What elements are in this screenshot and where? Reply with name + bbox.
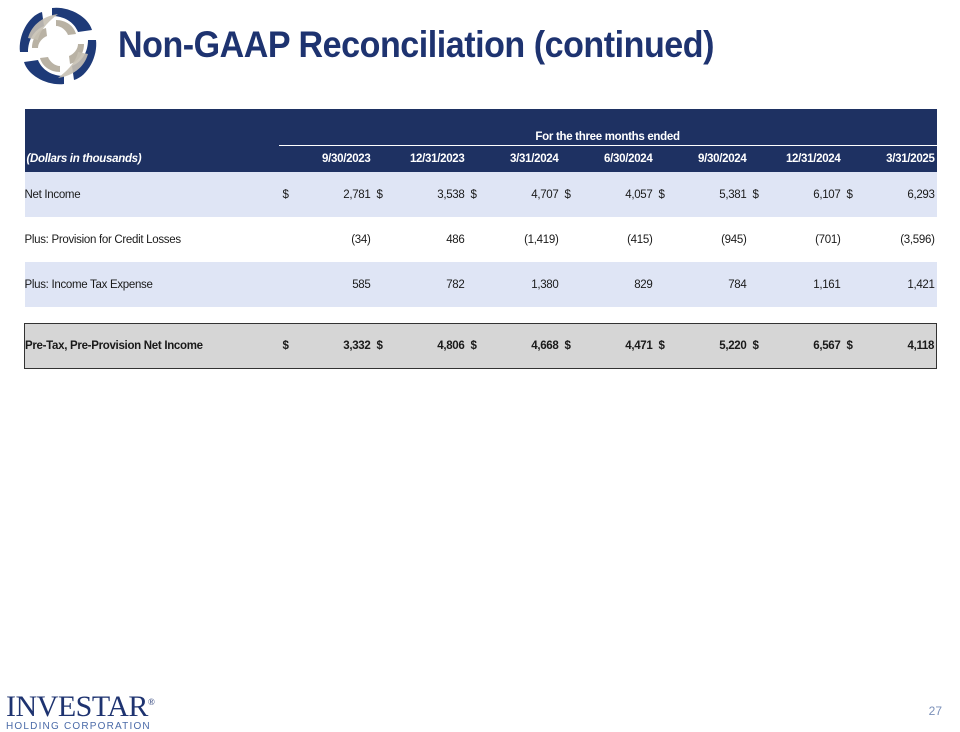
total-label: Pre-Tax, Pre-Provision Net Income xyxy=(24,323,279,369)
table-cell: 3,332 xyxy=(298,323,373,369)
currency-symbol: $ xyxy=(372,323,393,369)
table-cell: (701) xyxy=(815,233,841,246)
table-cell: 6,107 xyxy=(768,172,843,217)
table-cell: 6,293 xyxy=(862,172,937,217)
row-label: Plus: Provision for Credit Losses xyxy=(24,233,182,246)
table-row-total: Pre-Tax, Pre-Provision Net Income $ 3,33… xyxy=(24,323,938,369)
column-header: 9/30/2024 xyxy=(654,145,749,172)
period-header: For the three months ended xyxy=(278,109,937,146)
currency-symbol: $ xyxy=(372,172,393,217)
column-header: 3/31/2025 xyxy=(842,145,937,172)
table-cell: 4,806 xyxy=(392,323,467,369)
table-cell: 5,381 xyxy=(674,172,749,217)
table-cell: 4,057 xyxy=(580,172,655,217)
table-cell: 1,421 xyxy=(862,262,937,307)
table-cell: 486 xyxy=(446,233,465,246)
units-label: (Dollars in thousands) xyxy=(24,145,279,172)
brand-name: INVESTAR xyxy=(6,690,148,723)
table-cell: (3,596) xyxy=(900,233,935,246)
currency-symbol: $ xyxy=(466,172,487,217)
currency-symbol: $ xyxy=(466,323,487,369)
table-header-columns-row: (Dollars in thousands) 9/30/2023 12/31/2… xyxy=(24,145,937,172)
currency-symbol xyxy=(748,262,769,307)
table-cell: 1,380 xyxy=(486,262,561,307)
currency-symbol xyxy=(467,217,487,262)
table-cell: 829 xyxy=(580,262,655,307)
table-cell: 784 xyxy=(674,262,749,307)
currency-symbol xyxy=(560,262,581,307)
column-header: 6/30/2024 xyxy=(560,145,655,172)
table-cell: 6,567 xyxy=(768,323,843,369)
column-header: 3/31/2024 xyxy=(466,145,561,172)
brand-logo: INVESTAR® HOLDING CORPORATION xyxy=(6,688,155,732)
currency-symbol: $ xyxy=(278,323,299,369)
table-header-period-row: For the three months ended xyxy=(24,109,937,146)
table-cell: 4,471 xyxy=(580,323,655,369)
currency-symbol xyxy=(655,217,675,262)
page-title: Non-GAAP Reconciliation (continued) xyxy=(118,24,715,65)
table-cell: 1,161 xyxy=(768,262,843,307)
page-number: 27 xyxy=(928,704,942,718)
currency-symbol: $ xyxy=(560,172,581,217)
registered-mark: ® xyxy=(147,697,155,707)
reconciliation-table: For the three months ended (Dollars in t… xyxy=(24,109,938,369)
currency-symbol: $ xyxy=(560,323,581,369)
currency-symbol xyxy=(279,217,299,262)
currency-symbol: $ xyxy=(278,172,299,217)
table-cell: 4,668 xyxy=(486,323,561,369)
table-cell: (945) xyxy=(721,233,747,246)
currency-symbol xyxy=(654,262,675,307)
currency-symbol xyxy=(842,262,863,307)
table-cell: 4,707 xyxy=(486,172,561,217)
brand-subtitle: HOLDING CORPORATION xyxy=(6,721,151,732)
currency-symbol: $ xyxy=(654,172,675,217)
currency-symbol xyxy=(561,217,581,262)
currency-symbol: $ xyxy=(842,172,863,217)
row-label: Plus: Income Tax Expense xyxy=(24,262,279,307)
currency-symbol xyxy=(373,217,393,262)
column-header: 9/30/2023 xyxy=(278,145,373,172)
column-header: 12/31/2023 xyxy=(372,145,467,172)
currency-symbol: $ xyxy=(842,323,863,369)
currency-symbol xyxy=(372,262,393,307)
column-header: 12/31/2024 xyxy=(748,145,843,172)
table-spacer xyxy=(24,307,937,324)
table-cell: 2,781 xyxy=(298,172,373,217)
currency-symbol xyxy=(843,217,863,262)
currency-symbol xyxy=(466,262,487,307)
table-cell: 4,118 xyxy=(862,323,938,369)
table-cell: 782 xyxy=(392,262,467,307)
currency-symbol: $ xyxy=(748,323,769,369)
table-cell: (34) xyxy=(351,233,371,246)
currency-symbol: $ xyxy=(654,323,675,369)
table-cell: (415) xyxy=(627,233,653,246)
table-cell: 5,220 xyxy=(674,323,749,369)
table-row-net-income: Net Income $ 2,781 $ 3,538 $ 4,707 $ 4,0… xyxy=(24,172,937,217)
row-label: Net Income xyxy=(24,172,279,217)
table-cell: (1,419) xyxy=(524,233,559,246)
currency-symbol xyxy=(749,217,769,262)
table-row-provision: Plus: Provision for Credit Losses (34) 4… xyxy=(25,217,937,262)
currency-symbol xyxy=(278,262,299,307)
currency-symbol: $ xyxy=(748,172,769,217)
table-cell: 3,538 xyxy=(392,172,467,217)
table-cell: 585 xyxy=(298,262,373,307)
table-row-income-tax: Plus: Income Tax Expense 585 782 1,380 8… xyxy=(24,262,937,307)
company-logo-mark-icon xyxy=(19,7,97,85)
